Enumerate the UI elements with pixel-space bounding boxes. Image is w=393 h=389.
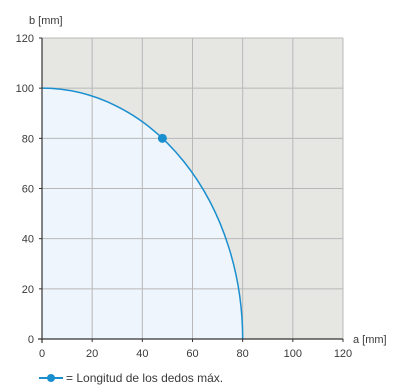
y-tick-label: 20	[22, 284, 34, 296]
x-tick-label: 40	[136, 348, 148, 360]
grid	[42, 37, 344, 339]
legend-marker-icon	[39, 374, 63, 382]
x-tick-label: 20	[86, 348, 98, 360]
tick-labels: 0 20 40 60 80 100 120 0 20 40 60 80 100 120	[16, 33, 353, 360]
y-tick-label: 120	[16, 33, 34, 45]
x-tick-label: 80	[237, 348, 249, 360]
y-tick-label: 0	[28, 334, 34, 346]
legend: = Longitud de los dedos máx.	[38, 370, 223, 386]
series-marker	[157, 133, 167, 143]
x-tick-label: 120	[334, 348, 352, 360]
series-line	[41, 87, 244, 340]
y-tick-label: 100	[16, 83, 34, 95]
x-tick-label: 100	[284, 348, 302, 360]
y-tick-label: 80	[22, 133, 34, 145]
y-tick-label: 40	[22, 234, 34, 246]
x-axis-label: a [mm]	[353, 334, 387, 346]
x-tick-label: 60	[186, 348, 198, 360]
y-axis-label: b [mm]	[29, 15, 63, 27]
y-tick-label: 60	[22, 184, 34, 196]
x-tick-label: 0	[39, 348, 45, 360]
legend-label: = Longitud de los dedos máx.	[66, 371, 224, 385]
